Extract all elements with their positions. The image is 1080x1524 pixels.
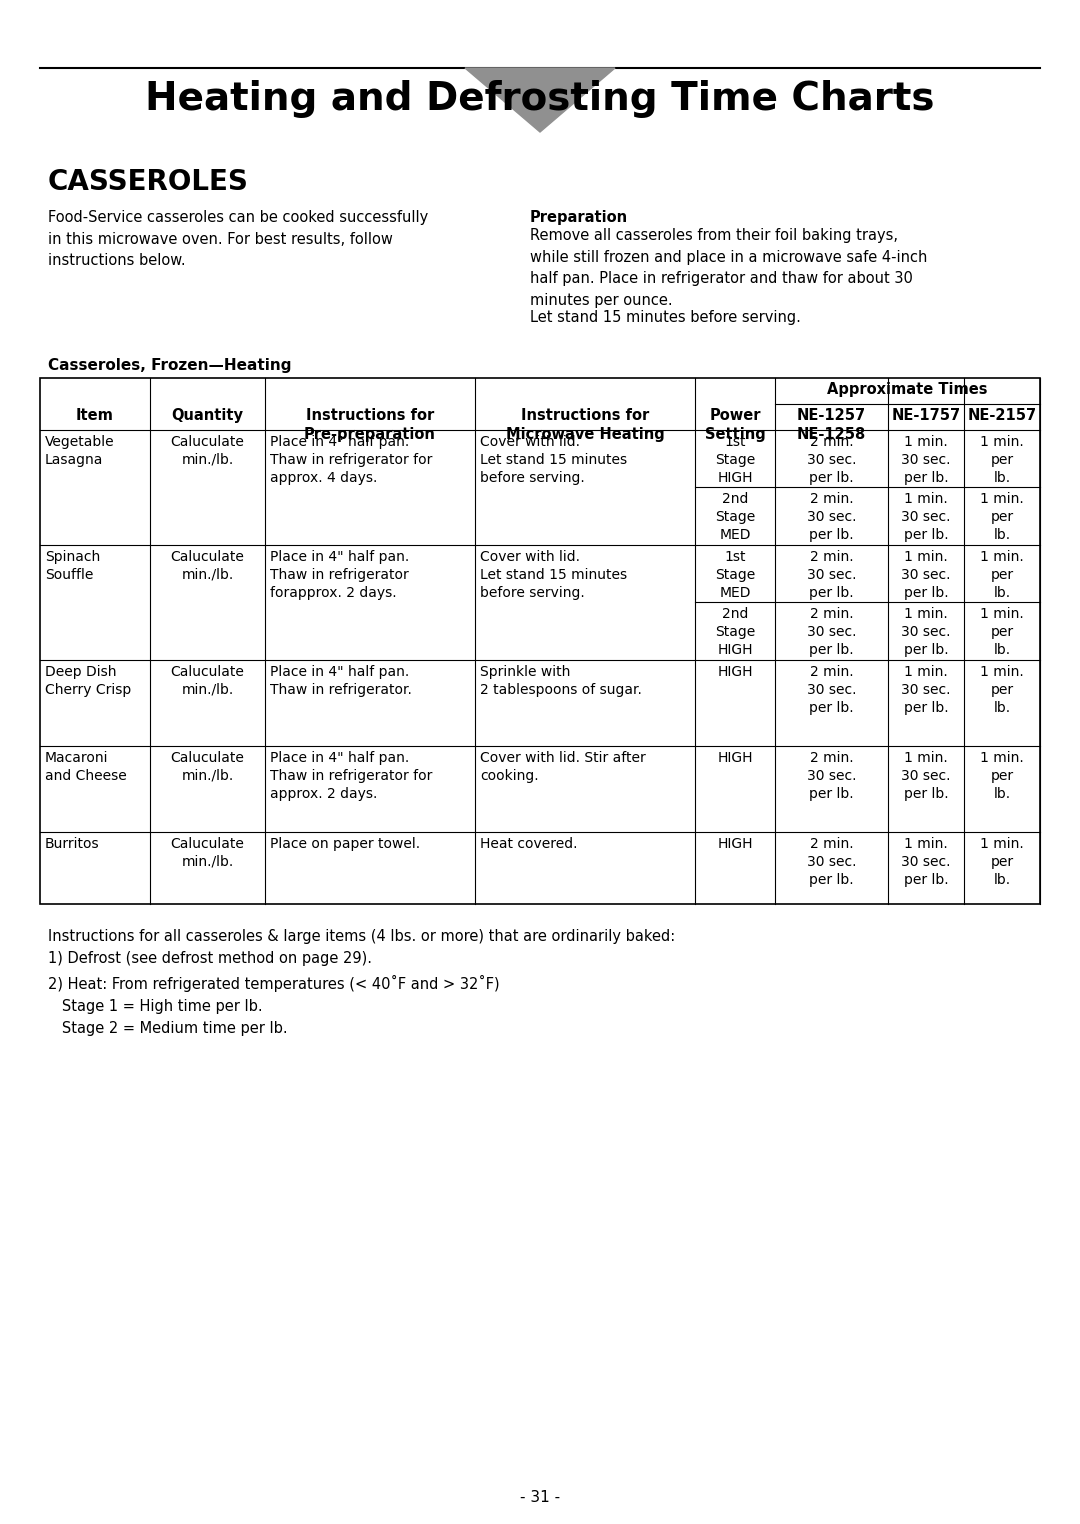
- Text: Power
Setting: Power Setting: [704, 408, 766, 442]
- Text: Instructions for all casseroles & large items (4 lbs. or more) that are ordinari: Instructions for all casseroles & large …: [48, 930, 675, 1036]
- Text: 1 min.
30 sec.
per lb.: 1 min. 30 sec. per lb.: [901, 607, 950, 657]
- Text: 1 min.
per
lb.: 1 min. per lb.: [981, 550, 1024, 600]
- Text: HIGH: HIGH: [717, 664, 753, 680]
- Bar: [40, 378, 1040, 904]
- Text: Sprinkle with
2 tablespoons of sugar.: Sprinkle with 2 tablespoons of sugar.: [480, 664, 642, 696]
- Text: 1 min.
30 sec.
per lb.: 1 min. 30 sec. per lb.: [901, 751, 950, 800]
- Text: Deep Dish
Cherry Crisp: Deep Dish Cherry Crisp: [45, 664, 132, 696]
- Text: Vegetable
Lasagna: Vegetable Lasagna: [45, 434, 114, 466]
- Text: Approximate Times: Approximate Times: [827, 383, 987, 396]
- Text: Place in 4" half pan.
Thaw in refrigerator.: Place in 4" half pan. Thaw in refrigerat…: [270, 664, 411, 696]
- Text: 2 min.
30 sec.
per lb.: 2 min. 30 sec. per lb.: [807, 550, 856, 600]
- Text: 2 min.
30 sec.
per lb.: 2 min. 30 sec. per lb.: [807, 607, 856, 657]
- Text: Let stand 15 minutes before serving.: Let stand 15 minutes before serving.: [530, 309, 801, 325]
- Text: 2nd
Stage
HIGH: 2nd Stage HIGH: [715, 607, 755, 657]
- Text: Spinach
Souffle: Spinach Souffle: [45, 550, 100, 582]
- Text: Caluculate
min./lb.: Caluculate min./lb.: [171, 550, 244, 582]
- Text: 1 min.
per
lb.: 1 min. per lb.: [981, 607, 1024, 657]
- Text: Caluculate
min./lb.: Caluculate min./lb.: [171, 434, 244, 466]
- Text: Quantity: Quantity: [171, 408, 243, 424]
- Text: Burritos: Burritos: [45, 837, 99, 850]
- Text: NE-1757: NE-1757: [891, 408, 960, 424]
- Text: 2 min.
30 sec.
per lb.: 2 min. 30 sec. per lb.: [807, 664, 856, 715]
- Text: Heating and Defrosting Time Charts: Heating and Defrosting Time Charts: [145, 79, 935, 117]
- Text: NE-1257
NE-1258: NE-1257 NE-1258: [796, 408, 866, 442]
- Text: Cover with lid.
Let stand 15 minutes
before serving.: Cover with lid. Let stand 15 minutes bef…: [480, 550, 627, 600]
- Text: NE-2157: NE-2157: [968, 408, 1037, 424]
- Text: 1 min.
per
lb.: 1 min. per lb.: [981, 751, 1024, 800]
- Text: 1 min.
30 sec.
per lb.: 1 min. 30 sec. per lb.: [901, 664, 950, 715]
- Text: 1 min.
30 sec.
per lb.: 1 min. 30 sec. per lb.: [901, 434, 950, 485]
- Text: Caluculate
min./lb.: Caluculate min./lb.: [171, 751, 244, 783]
- Text: 1st
Stage
HIGH: 1st Stage HIGH: [715, 434, 755, 485]
- Text: 2nd
Stage
MED: 2nd Stage MED: [715, 492, 755, 541]
- Text: CASSEROLES: CASSEROLES: [48, 168, 248, 197]
- Text: Caluculate
min./lb.: Caluculate min./lb.: [171, 837, 244, 869]
- Text: Item: Item: [76, 408, 113, 424]
- Text: HIGH: HIGH: [717, 837, 753, 850]
- Text: Place in 4" half pan.
Thaw in refrigerator for
approx. 2 days.: Place in 4" half pan. Thaw in refrigerat…: [270, 751, 432, 800]
- Text: 1 min.
30 sec.
per lb.: 1 min. 30 sec. per lb.: [901, 550, 950, 600]
- Text: 2 min.
30 sec.
per lb.: 2 min. 30 sec. per lb.: [807, 837, 856, 887]
- Text: 1st
Stage
MED: 1st Stage MED: [715, 550, 755, 600]
- Text: Instructions for
Microwave Heating: Instructions for Microwave Heating: [505, 408, 664, 442]
- Text: 1 min.
per
lb.: 1 min. per lb.: [981, 434, 1024, 485]
- Text: 1 min.
30 sec.
per lb.: 1 min. 30 sec. per lb.: [901, 492, 950, 541]
- Polygon shape: [465, 69, 615, 133]
- Text: Casseroles, Frozen—Heating: Casseroles, Frozen—Heating: [48, 358, 292, 373]
- Text: 2 min.
30 sec.
per lb.: 2 min. 30 sec. per lb.: [807, 492, 856, 541]
- Text: 1 min.
per
lb.: 1 min. per lb.: [981, 837, 1024, 887]
- Text: Caluculate
min./lb.: Caluculate min./lb.: [171, 664, 244, 696]
- Text: 2 min.
30 sec.
per lb.: 2 min. 30 sec. per lb.: [807, 751, 856, 800]
- Text: Place in 4" half pan.
Thaw in refrigerator for
approx. 4 days.: Place in 4" half pan. Thaw in refrigerat…: [270, 434, 432, 485]
- Text: 1 min.
per
lb.: 1 min. per lb.: [981, 492, 1024, 541]
- Text: Place in 4" half pan.
Thaw in refrigerator
forapprox. 2 days.: Place in 4" half pan. Thaw in refrigerat…: [270, 550, 409, 600]
- Text: 2 min.
30 sec.
per lb.: 2 min. 30 sec. per lb.: [807, 434, 856, 485]
- Text: Food-Service casseroles can be cooked successfully
in this microwave oven. For b: Food-Service casseroles can be cooked su…: [48, 210, 429, 268]
- Text: HIGH: HIGH: [717, 751, 753, 765]
- Text: Cover with lid.
Let stand 15 minutes
before serving.: Cover with lid. Let stand 15 minutes bef…: [480, 434, 627, 485]
- Text: Macaroni
and Cheese: Macaroni and Cheese: [45, 751, 126, 783]
- Text: Instructions for
Pre-preparation: Instructions for Pre-preparation: [305, 408, 436, 442]
- Text: Cover with lid. Stir after
cooking.: Cover with lid. Stir after cooking.: [480, 751, 646, 783]
- Text: - 31 -: - 31 -: [519, 1490, 561, 1506]
- Text: Preparation: Preparation: [530, 210, 629, 226]
- Text: Heat covered.: Heat covered.: [480, 837, 578, 850]
- Text: 1 min.
per
lb.: 1 min. per lb.: [981, 664, 1024, 715]
- Text: 1 min.
30 sec.
per lb.: 1 min. 30 sec. per lb.: [901, 837, 950, 887]
- Text: Remove all casseroles from their foil baking trays,
while still frozen and place: Remove all casseroles from their foil ba…: [530, 229, 928, 308]
- Text: Place on paper towel.: Place on paper towel.: [270, 837, 420, 850]
